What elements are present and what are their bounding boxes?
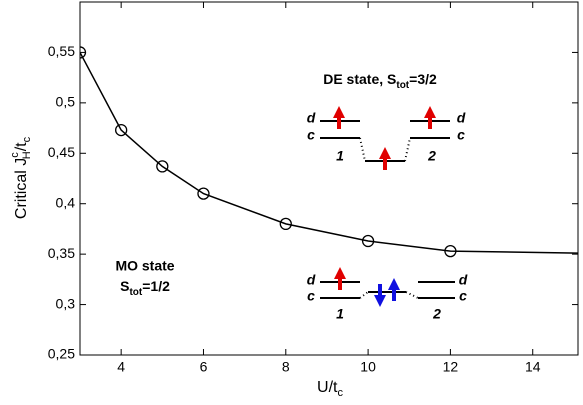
plot-area <box>80 46 578 258</box>
y-tick-label: 0,25 <box>48 346 75 362</box>
y-tick-label: 0,4 <box>56 194 76 210</box>
marker <box>156 160 169 173</box>
marker <box>80 46 87 59</box>
x-tick-label: 4 <box>117 359 125 375</box>
x-tick-label: 12 <box>443 359 459 375</box>
plot-frame <box>79 1 579 356</box>
marker <box>361 234 375 248</box>
annotation: d <box>459 272 468 288</box>
y-tick-label: 0,5 <box>56 94 76 110</box>
x-tick-label: 10 <box>360 359 376 375</box>
annotation: 1 <box>336 306 344 322</box>
x-tick-label: 14 <box>525 359 541 375</box>
annotation: DE state, Stot=3/2 <box>323 71 437 91</box>
y-tick-label: 0,55 <box>48 43 75 59</box>
annotation: d <box>307 110 316 126</box>
x-axis-label: U/tc <box>317 379 343 399</box>
annotation: d <box>307 272 316 288</box>
annotation: c <box>459 288 467 304</box>
marker <box>444 244 457 258</box>
annotation: MO state <box>115 258 174 274</box>
annotation: c <box>307 288 315 304</box>
de-diagram: DE state, Stot=3/2 d c 1 d c 2 <box>307 71 466 170</box>
annotation: 1 <box>336 148 344 164</box>
y-tick-label: 0,35 <box>48 245 75 261</box>
annotation: 2 <box>427 148 436 164</box>
curve <box>80 52 578 254</box>
annotation: Stot=1/2 <box>120 278 170 298</box>
annotation: d <box>457 110 466 126</box>
marker <box>279 217 292 231</box>
marker <box>115 123 128 137</box>
annotation: c <box>307 127 315 143</box>
annotation: c <box>457 127 465 143</box>
annotation: 2 <box>432 306 441 322</box>
y-axis-label: Critical JcH/tc <box>9 136 33 219</box>
y-tick-label: 0,45 <box>48 144 75 160</box>
marker <box>197 187 210 200</box>
x-tick-label: 8 <box>282 359 290 375</box>
x-tick-label: 6 <box>200 359 208 375</box>
mo-diagram: MO state Stot=1/2 d c 1 d c 2 <box>115 258 467 322</box>
y-tick-label: 0,3 <box>56 295 76 311</box>
